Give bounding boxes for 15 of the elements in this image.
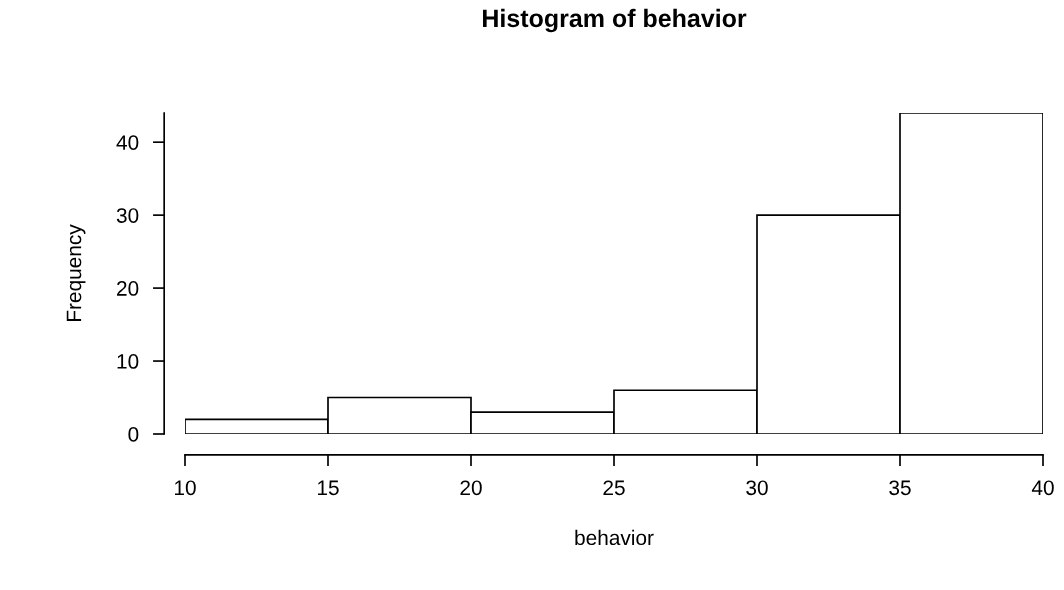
x-tick-label: 10	[175, 480, 196, 496]
x-tick-label: 25	[603, 480, 625, 496]
y-tick-label: 0	[128, 427, 139, 442]
x-axis-title: behavior	[575, 529, 654, 546]
chart-title: Histogram of behavior	[483, 8, 747, 33]
x-tick-label: 20	[460, 480, 482, 496]
y-axis-title: Frequency	[66, 224, 86, 321]
x-tick-label: 30	[746, 480, 768, 496]
y-tick-label: 20	[117, 281, 139, 296]
y-tick-label: 10	[117, 354, 139, 369]
y-tick-label: 30	[116, 208, 139, 223]
x-tick-label: 35	[889, 480, 911, 496]
x-tick-label: 40	[1031, 480, 1054, 496]
y-tick-label: 40	[116, 135, 139, 150]
x-tick-label: 15	[318, 480, 339, 496]
